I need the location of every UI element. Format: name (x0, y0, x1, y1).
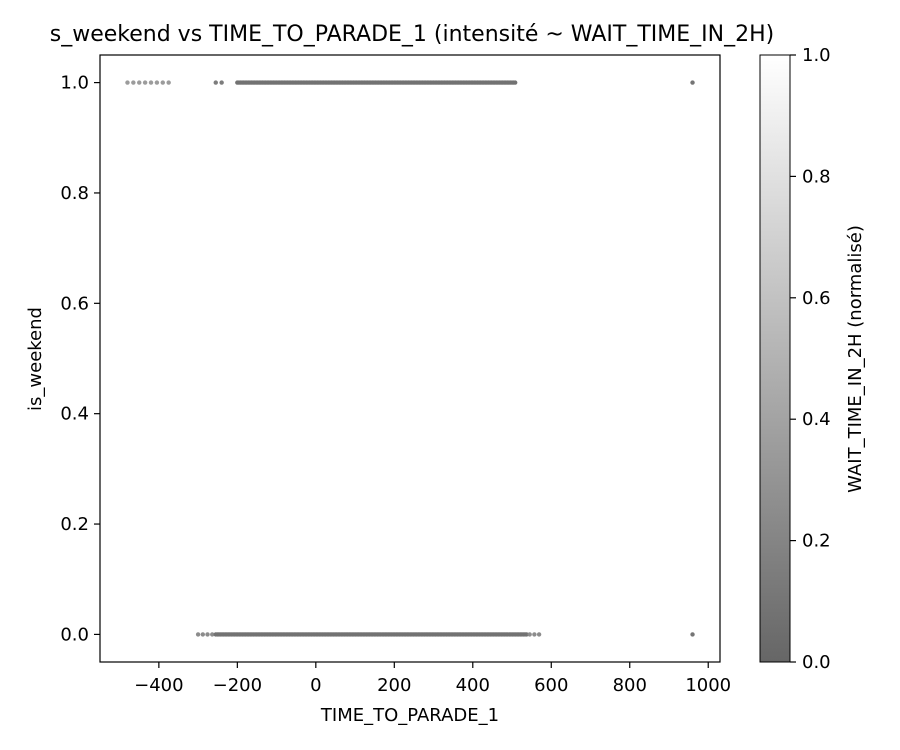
data-point (205, 632, 210, 637)
data-point (166, 80, 171, 85)
data-point (148, 80, 154, 85)
x-tick-label: −200 (213, 675, 262, 696)
y-tick-label: 0.6 (60, 293, 89, 314)
colorbar-tick-label: 0.2 (802, 531, 831, 552)
x-tick-label: 1000 (685, 675, 731, 696)
x-axis-label: TIME_TO_PARADE_1 (320, 705, 499, 726)
data-point (690, 80, 695, 85)
data-point (137, 80, 142, 85)
y-tick-label: 0.8 (60, 183, 89, 204)
x-tick-label: 600 (534, 675, 568, 696)
x-tick-label: −400 (134, 675, 183, 696)
colorbar-label: WAIT_TIME_IN_2H (normalisé) (845, 225, 866, 493)
data-point (160, 80, 165, 85)
chart-title: s_weekend vs TIME_TO_PARADE_1 (intensité… (50, 22, 774, 47)
y-tick-label: 0.4 (60, 404, 89, 425)
y-axis: 0.0 0.2 0.4 0.6 0.8 1.0 (60, 73, 100, 645)
colorbar-tick-label: 0.6 (802, 288, 831, 309)
x-axis: −400 −200 0 200 400 600 800 1000 (134, 662, 731, 696)
data-point (213, 80, 218, 85)
data-point (200, 632, 206, 637)
data-point (142, 80, 148, 85)
y-tick-label: 0.0 (60, 624, 89, 645)
plot-frame (99, 54, 721, 663)
colorbar-tick-label: 0.8 (802, 166, 831, 187)
colorbar (759, 54, 791, 663)
data-point (131, 80, 136, 85)
data-point (532, 632, 537, 637)
x-tick-label: 400 (456, 675, 490, 696)
data-point (536, 632, 542, 637)
data-point (154, 80, 160, 85)
data-point (690, 632, 695, 637)
colorbar-tick-label: 0.4 (802, 409, 831, 430)
y-tick-label: 1.0 (60, 73, 89, 94)
y-axis-label: is_weekend (25, 307, 46, 411)
colorbar-tick-label: 0.0 (802, 652, 831, 673)
x-tick-label: 0 (310, 675, 321, 696)
data-point (195, 632, 201, 637)
colorbar-axis: 0.0 0.2 0.4 0.6 0.8 1.0 (790, 45, 831, 673)
x-tick-label: 200 (377, 675, 411, 696)
data-point (512, 80, 518, 85)
data-point (527, 632, 532, 637)
data-point (219, 80, 224, 85)
colorbar-tick-label: 1.0 (802, 45, 831, 66)
data-point (125, 80, 130, 85)
data-points (125, 80, 695, 637)
y-tick-label: 0.2 (60, 514, 89, 535)
data-point (210, 632, 215, 637)
data-point (524, 632, 529, 637)
x-tick-label: 800 (613, 675, 647, 696)
